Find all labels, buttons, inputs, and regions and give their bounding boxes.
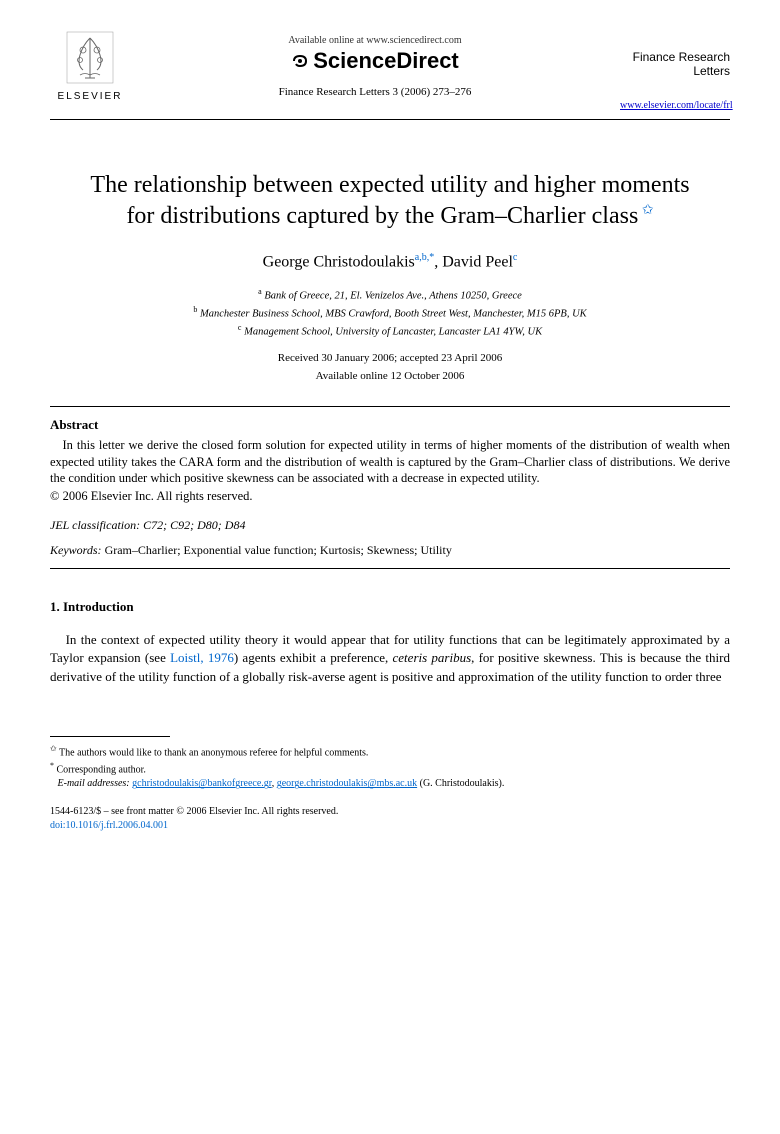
email-label: E-mail addresses: (58, 778, 130, 789)
page-header: ELSEVIER Available online at www.science… (50, 30, 730, 111)
affiliations: a Bank of Greece, 21, El. Venizelos Ave.… (50, 286, 730, 341)
sciencedirect-icon (291, 52, 309, 70)
author-1: George Christodoulakis (263, 254, 415, 271)
affiliation-b: b Manchester Business School, MBS Crawfo… (50, 304, 730, 322)
publisher-logo: ELSEVIER (50, 30, 130, 102)
center-header: Available online at www.sciencedirect.co… (130, 30, 620, 98)
keywords: Keywords: Gram–Charlier; Exponential val… (50, 543, 730, 558)
received-accepted-date: Received 30 January 2006; accepted 23 Ap… (50, 350, 730, 368)
abstract-heading: Abstract (50, 417, 730, 433)
article-title: The relationship between expected utilit… (80, 170, 700, 232)
footnote-emails: E-mail addresses: gchristodoulakis@banko… (50, 777, 730, 791)
italic-phrase: ceteris paribus (393, 650, 472, 665)
header-rule (50, 119, 730, 120)
affiliation-a: a Bank of Greece, 21, El. Venizelos Ave.… (50, 286, 730, 304)
abstract-bottom-rule (50, 568, 730, 569)
online-date: Available online 12 October 2006 (50, 368, 730, 386)
email-author-suffix: (G. Christodoulakis). (420, 778, 505, 789)
article-dates: Received 30 January 2006; accepted 23 Ap… (50, 350, 730, 385)
journal-url-link[interactable]: www.elsevier.com/locate/frl (620, 100, 730, 111)
footnotes: ✩ The authors would like to thank an ano… (50, 743, 730, 792)
elsevier-tree-icon (65, 30, 115, 85)
bottom-metadata: 1544-6123/$ – see front matter © 2006 El… (50, 805, 730, 833)
section-1-paragraph-1: In the context of expected utility theor… (50, 631, 730, 686)
title-text: The relationship between expected utilit… (90, 172, 689, 229)
platform-label: ScienceDirect (313, 48, 459, 74)
para-text-2: ) agents exhibit a preference, (234, 650, 393, 665)
jel-codes: C72; C92; D80; D84 (143, 518, 245, 532)
email-link-1[interactable]: gchristodoulakis@bankofgreece.gr (132, 778, 272, 789)
abstract-top-rule (50, 406, 730, 407)
footnote-rule (50, 736, 170, 737)
author-2-marks: c (513, 252, 517, 263)
keywords-label: Keywords: (50, 543, 102, 557)
keywords-text: Gram–Charlier; Exponential value functio… (105, 543, 452, 557)
doi-link[interactable]: doi:10.1016/j.frl.2006.04.001 (50, 819, 730, 833)
available-online-text: Available online at www.sciencedirect.co… (130, 35, 620, 46)
author-2: David Peel (442, 254, 513, 271)
journal-name-line2: Letters (620, 64, 730, 78)
affiliation-c: c Management School, University of Lanca… (50, 322, 730, 340)
abstract-copyright: © 2006 Elsevier Inc. All rights reserved… (50, 489, 730, 504)
jel-label: JEL classification: (50, 518, 140, 532)
citation-link[interactable]: Loistl, 1976 (170, 650, 234, 665)
publisher-name: ELSEVIER (50, 91, 130, 102)
jel-classification: JEL classification: C72; C92; D80; D84 (50, 518, 730, 533)
abstract-text: In this letter we derive the closed form… (50, 437, 730, 488)
journal-branding: Finance Research Letters www.elsevier.co… (620, 30, 730, 111)
journal-name-line1: Finance Research (620, 50, 730, 64)
footnote-thanks: ✩ The authors would like to thank an ano… (50, 743, 730, 760)
journal-reference: Finance Research Letters 3 (2006) 273–27… (130, 86, 620, 98)
email-link-2[interactable]: george.christodoulakis@mbs.ac.uk (277, 778, 417, 789)
footnote-corresponding: * Corresponding author. (50, 760, 730, 777)
author-list: George Christodoulakisa,b,*, David Peelc (50, 252, 730, 271)
issn-copyright: 1544-6123/$ – see front matter © 2006 El… (50, 805, 730, 819)
platform-name: ScienceDirect (130, 48, 620, 74)
title-footnote-star: ✩ (638, 203, 653, 218)
author-1-marks: a,b,* (415, 252, 434, 263)
section-1-heading: 1. Introduction (50, 599, 730, 615)
